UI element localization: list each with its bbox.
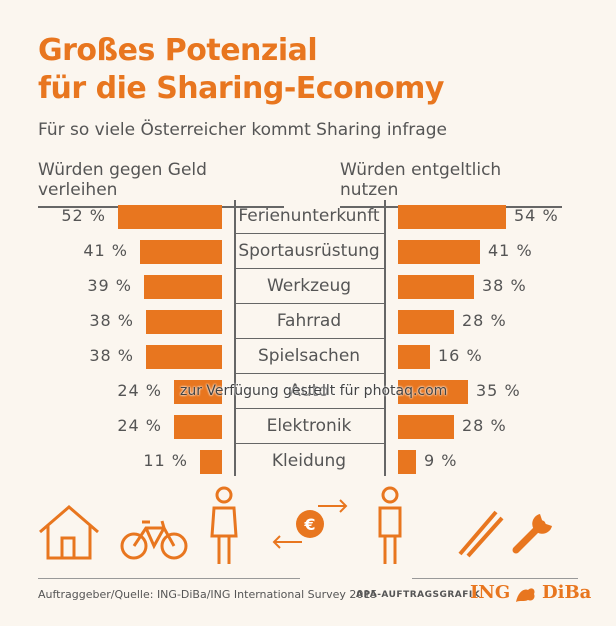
chart-subtitle: Für so viele Österreicher kommt Sharing … [38,120,447,140]
right-column-header: Würden entgeltlich nutzen [340,160,562,208]
footer-rule-right [412,578,578,579]
category-label: Auto [289,381,329,401]
logo-diba-text: DiBa [542,582,592,603]
left-value-label: 11 % [143,451,188,470]
bar-row: 38 % Spielsachen 16 % [0,343,616,369]
right-bar [398,275,474,299]
category-divider [234,408,384,409]
left-value-label: 38 % [89,346,134,365]
right-bar [398,380,468,404]
right-bar [398,310,454,334]
right-baseline [384,200,386,476]
bar-row: 11 % Kleidung 9 % [0,448,616,474]
right-value-label: 28 % [462,311,507,330]
right-value-label: 38 % [482,276,527,295]
bicycle-icon [120,520,188,560]
title-line-1: Großes Potenzial [38,33,318,68]
right-value-label: 41 % [488,241,533,260]
house-icon [39,505,99,560]
chart-title: Großes Potenzial für die Sharing-Economy [38,32,444,108]
left-bar [118,205,222,229]
right-value-label: 9 % [424,451,458,470]
right-bar [398,450,416,474]
left-value-label: 24 % [117,381,162,400]
category-label: Elektronik [266,416,352,436]
category-divider [234,373,384,374]
left-baseline [234,200,236,476]
left-bar [146,345,222,369]
apa-credit: APA-AUFTRAGSGRAFIK [356,590,481,600]
right-value-label: 28 % [462,416,507,435]
footer-rule-left [38,578,300,579]
category-label: Werkzeug [266,276,352,296]
skis-icon [458,510,504,558]
bar-row: 39 % Werkzeug 38 % [0,273,616,299]
category-divider [234,338,384,339]
right-bar [398,345,430,369]
category-divider [234,303,384,304]
right-value-label: 35 % [476,381,521,400]
left-value-label: 38 % [89,311,134,330]
watermark-text: zur Verfügung gestellt für photaq.com [180,383,448,399]
bar-row: 38 % Fahrrad 28 % [0,308,616,334]
left-bar [174,380,222,404]
woman-icon [210,486,238,564]
title-line-2: für die Sharing-Economy [38,71,444,106]
lion-icon [516,588,535,602]
left-bar [174,415,222,439]
right-bar [398,415,454,439]
right-value-label: 16 % [438,346,483,365]
right-bar [398,240,480,264]
left-value-label: 41 % [83,241,128,260]
left-column-header: Würden gegen Geld verleihen [38,160,284,208]
left-value-label: 24 % [117,416,162,435]
left-bar [140,240,222,264]
category-label: Spielsachen [257,346,361,366]
logo-ing-text: ING [470,582,511,603]
wrench-icon [512,514,552,554]
man-icon [378,486,402,564]
left-value-label: 52 % [61,206,106,225]
source-note: Auftraggeber/Quelle: ING-DiBa/ING Intern… [38,588,378,601]
category-label: Fahrrad [276,311,342,331]
left-bar [146,310,222,334]
euro-exchange-icon: € [272,499,348,549]
category-label: Kleidung [271,451,347,471]
category-divider [234,443,384,444]
right-bar [398,205,506,229]
category-divider [234,233,384,234]
bar-row: 24 % Elektronik 28 % [0,413,616,439]
left-bar [144,275,222,299]
left-value-label: 39 % [87,276,132,295]
icon-strip: € [0,480,616,580]
category-label: Ferienunterkunft [238,206,380,226]
category-label: Sportausrüstung [238,241,380,261]
bar-row: 52 % Ferienunterkunft 54 % [0,203,616,229]
left-bar [200,450,222,474]
right-value-label: 54 % [514,206,559,225]
bar-row: 24 % Auto 35 % [0,378,616,404]
svg-text:€: € [303,515,315,534]
bar-row: 41 % Sportausrüstung 41 % [0,238,616,264]
category-divider [234,268,384,269]
